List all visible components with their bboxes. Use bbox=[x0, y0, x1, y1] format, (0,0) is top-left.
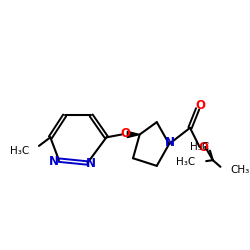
Text: H₃C: H₃C bbox=[176, 157, 196, 167]
Text: H₃C: H₃C bbox=[190, 142, 209, 152]
Text: O: O bbox=[196, 100, 205, 112]
Text: H₃C: H₃C bbox=[10, 146, 29, 156]
Text: N: N bbox=[86, 158, 96, 170]
Text: O: O bbox=[120, 127, 130, 140]
Text: N: N bbox=[165, 136, 175, 148]
Text: O: O bbox=[198, 141, 208, 154]
Text: CH₃: CH₃ bbox=[230, 165, 249, 175]
Text: N: N bbox=[49, 154, 59, 168]
Polygon shape bbox=[127, 132, 140, 138]
